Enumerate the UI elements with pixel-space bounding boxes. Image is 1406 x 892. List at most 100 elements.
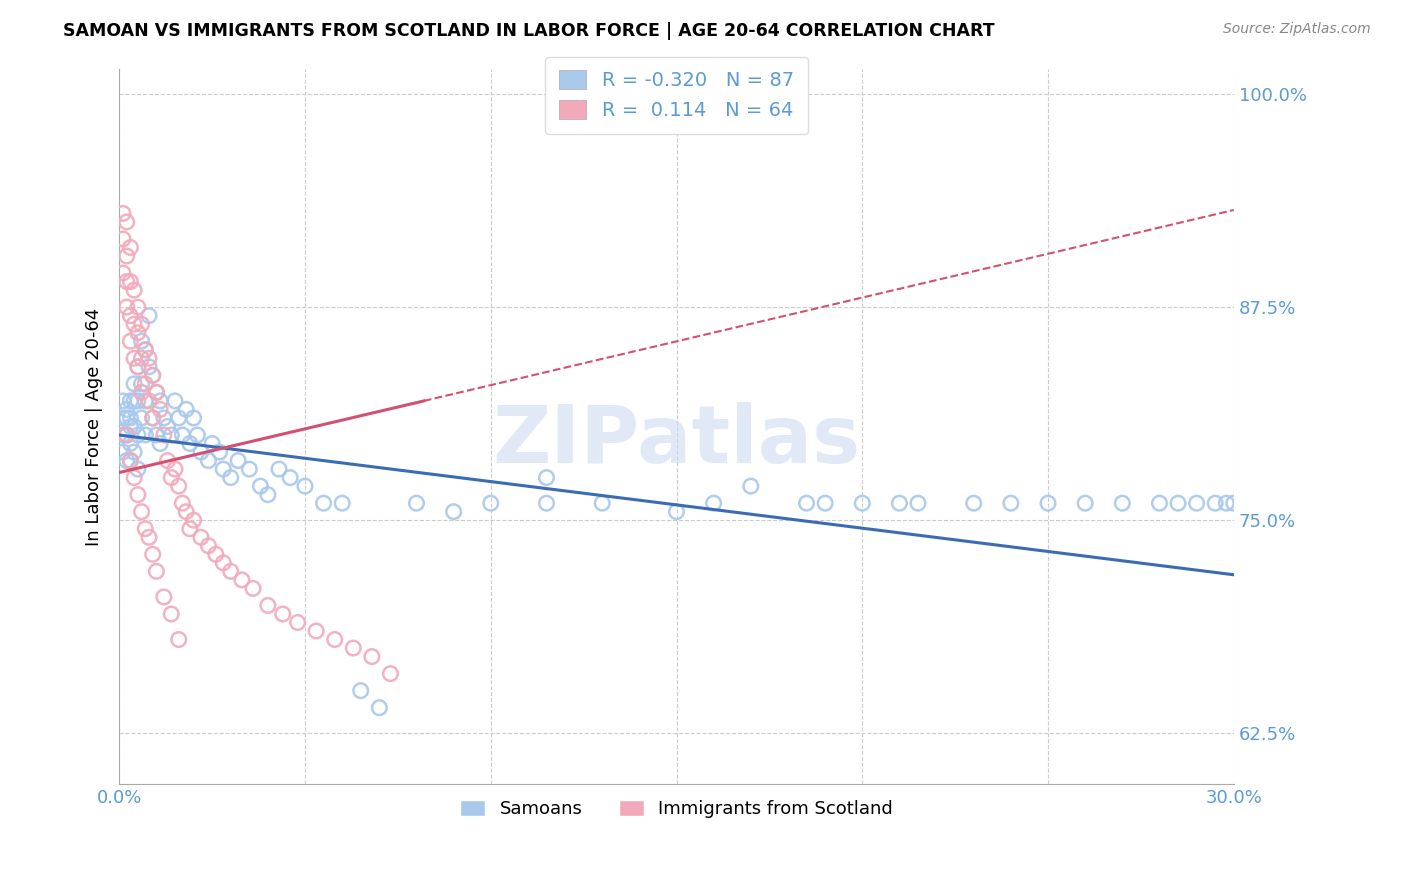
Point <box>179 436 201 450</box>
Point <box>111 411 134 425</box>
Point <box>145 428 167 442</box>
Point <box>142 368 165 383</box>
Point <box>145 565 167 579</box>
Point <box>122 376 145 391</box>
Point <box>111 266 134 280</box>
Point <box>167 632 190 647</box>
Point <box>174 505 197 519</box>
Point <box>205 547 228 561</box>
Point <box>131 385 153 400</box>
Point <box>1204 496 1226 510</box>
Point <box>197 453 219 467</box>
Point <box>160 607 183 621</box>
Y-axis label: In Labor Force | Age 20-64: In Labor Force | Age 20-64 <box>86 308 103 546</box>
Point <box>179 522 201 536</box>
Point <box>208 445 231 459</box>
Point <box>443 505 465 519</box>
Point <box>380 666 402 681</box>
Point <box>145 385 167 400</box>
Point <box>889 496 911 510</box>
Point <box>172 496 194 510</box>
Point <box>1185 496 1208 510</box>
Point <box>149 402 172 417</box>
Point <box>120 275 142 289</box>
Point <box>134 376 156 391</box>
Point <box>160 428 183 442</box>
Point <box>115 249 138 263</box>
Point <box>172 428 194 442</box>
Point <box>350 683 373 698</box>
Point <box>257 599 280 613</box>
Point <box>122 419 145 434</box>
Point <box>122 470 145 484</box>
Point <box>703 496 725 510</box>
Point <box>138 309 160 323</box>
Point <box>907 496 929 510</box>
Point <box>361 649 384 664</box>
Point <box>1223 496 1246 510</box>
Point <box>131 351 153 366</box>
Point <box>153 590 176 604</box>
Point <box>142 411 165 425</box>
Point <box>131 376 153 391</box>
Point <box>115 411 138 425</box>
Point <box>212 462 235 476</box>
Point <box>536 496 558 510</box>
Point <box>111 445 134 459</box>
Point <box>115 428 138 442</box>
Point <box>115 428 138 442</box>
Point <box>249 479 271 493</box>
Point <box>174 402 197 417</box>
Point <box>479 496 502 510</box>
Point <box>156 419 179 434</box>
Point <box>134 428 156 442</box>
Point <box>138 359 160 374</box>
Point <box>120 419 142 434</box>
Point <box>134 522 156 536</box>
Point <box>814 496 837 510</box>
Point <box>127 428 149 442</box>
Point <box>665 505 688 519</box>
Point <box>111 206 134 220</box>
Point <box>131 411 153 425</box>
Point <box>190 530 212 544</box>
Point <box>183 411 205 425</box>
Point <box>127 393 149 408</box>
Point <box>183 513 205 527</box>
Point <box>342 641 364 656</box>
Point <box>142 368 165 383</box>
Point <box>115 453 138 467</box>
Point <box>145 385 167 400</box>
Point <box>142 411 165 425</box>
Point <box>115 275 138 289</box>
Text: Source: ZipAtlas.com: Source: ZipAtlas.com <box>1223 22 1371 37</box>
Point <box>111 428 134 442</box>
Legend: Samoans, Immigrants from Scotland: Samoans, Immigrants from Scotland <box>453 793 900 825</box>
Point <box>1215 496 1237 510</box>
Point <box>257 488 280 502</box>
Point <box>134 343 156 357</box>
Point <box>163 462 186 476</box>
Point <box>115 215 138 229</box>
Point <box>127 488 149 502</box>
Point <box>153 428 176 442</box>
Point <box>115 402 138 417</box>
Point <box>120 309 142 323</box>
Point <box>201 436 224 450</box>
Point <box>536 470 558 484</box>
Point <box>323 632 346 647</box>
Point <box>160 470 183 484</box>
Point <box>231 573 253 587</box>
Point <box>167 411 190 425</box>
Point <box>305 624 328 638</box>
Point <box>122 317 145 331</box>
Point <box>1111 496 1133 510</box>
Point <box>278 470 301 484</box>
Point <box>127 300 149 314</box>
Point <box>1000 496 1022 510</box>
Point <box>120 453 142 467</box>
Text: SAMOAN VS IMMIGRANTS FROM SCOTLAND IN LABOR FORCE | AGE 20-64 CORRELATION CHART: SAMOAN VS IMMIGRANTS FROM SCOTLAND IN LA… <box>63 22 995 40</box>
Point <box>963 496 986 510</box>
Point <box>131 317 153 331</box>
Point <box>591 496 613 510</box>
